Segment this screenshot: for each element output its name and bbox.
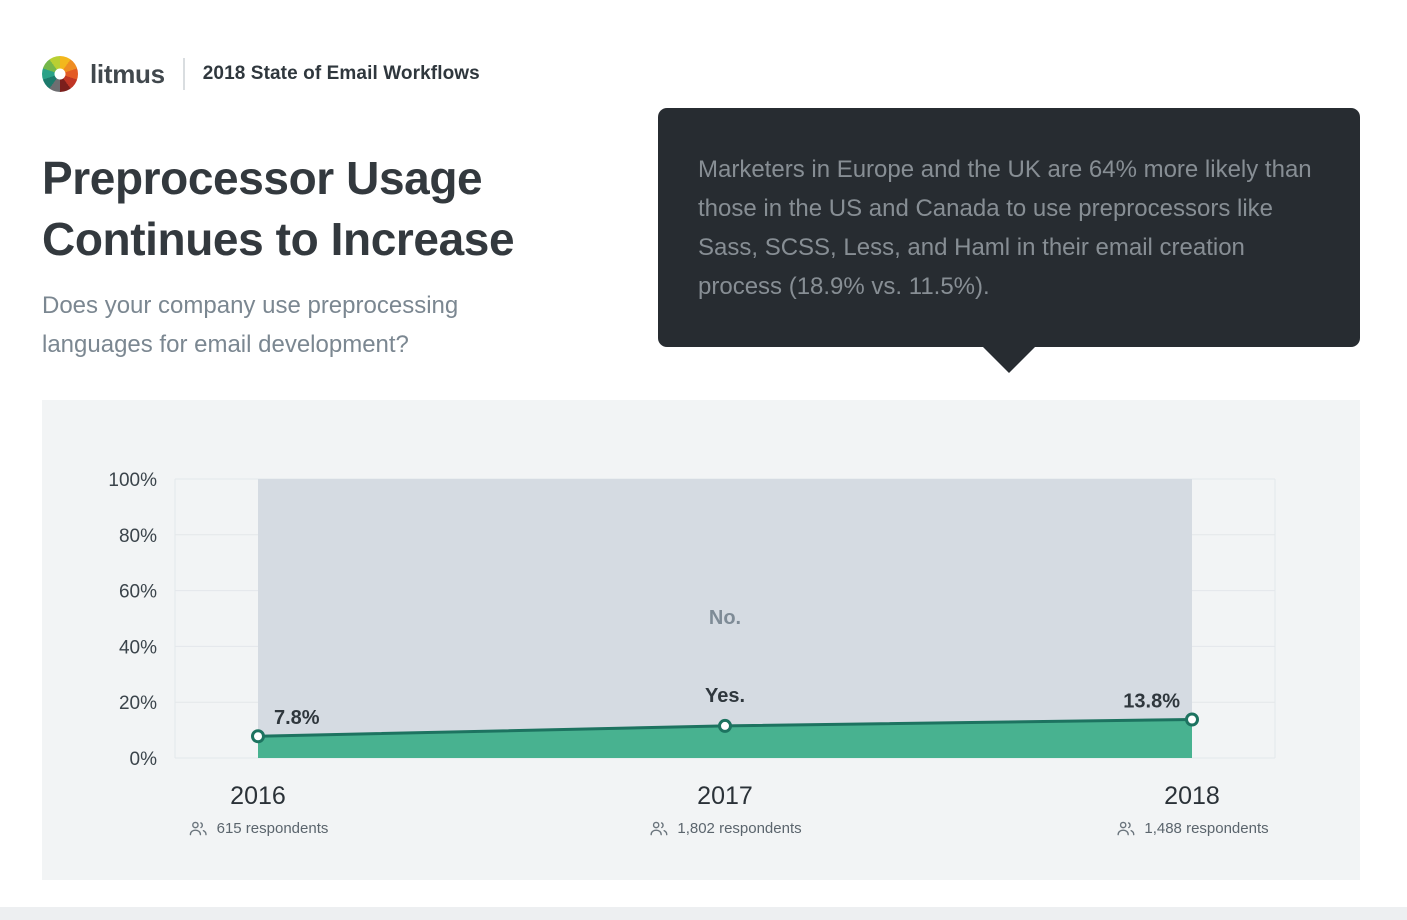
svg-text:0%: 0% — [130, 749, 158, 770]
year-label: 2018 — [1164, 782, 1220, 810]
svg-text:80%: 80% — [119, 526, 157, 547]
people-icon — [1117, 821, 1135, 836]
respondents-2017: 1,802 respondents — [648, 820, 802, 837]
respondents-label: 615 respondents — [216, 820, 329, 837]
page-subtitle: Does your company use preprocessing lang… — [42, 292, 459, 358]
brand-name: litmus — [90, 58, 165, 89]
year-label: 2016 — [230, 782, 286, 810]
people-icon — [650, 821, 668, 836]
header: litmus 2018 State of Email Workflows — [42, 56, 480, 92]
litmus-logo-icon — [42, 56, 78, 92]
header-divider — [182, 58, 185, 90]
svg-text:60%: 60% — [119, 582, 157, 603]
svg-text:13.8%: 13.8% — [1123, 690, 1180, 712]
x-axis-group-2017: 2017 1,802 respondents — [648, 782, 802, 837]
year-label: 2017 — [697, 782, 753, 810]
callout-tail-icon — [983, 347, 1035, 373]
svg-text:7.8%: 7.8% — [274, 707, 320, 729]
svg-text:No.: No. — [709, 607, 741, 629]
svg-text:20%: 20% — [119, 693, 157, 714]
svg-text:Yes.: Yes. — [705, 685, 745, 707]
respondents-label: 1,488 respondents — [1144, 820, 1269, 837]
chart-panel: 0% 20% 40% 60% 80% 100% 7.8% Yes. 13.8% No. 2016 … — [42, 400, 1360, 880]
svg-text:100%: 100% — [108, 470, 157, 491]
page-title: Preprocessor Usage Continues to Increase — [42, 148, 515, 270]
respondents-2018: 1,488 respondents — [1115, 820, 1269, 837]
x-axis-group-2016: 2016 615 respondents — [188, 782, 329, 837]
footer-strip — [0, 907, 1407, 920]
report-title: 2018 State of Email Workflows — [202, 63, 480, 84]
area-chart: 0% 20% 40% 60% 80% 100% 7.8% Yes. 13.8% No. — [108, 470, 1276, 770]
callout-text: Marketers in Europe and the UK are 64% m… — [698, 156, 1312, 300]
headline: Preprocessor Usage Continues to Increase… — [42, 148, 515, 364]
svg-text:40%: 40% — [119, 637, 157, 658]
x-axis-group-2018: 2018 1,488 respondents — [1115, 782, 1269, 837]
people-icon — [189, 821, 207, 836]
callout-tooltip: Marketers in Europe and the UK are 64% m… — [658, 108, 1360, 373]
page-title-line-2: Continues to Increase — [42, 213, 515, 265]
respondents-label: 1,802 respondents — [677, 820, 802, 837]
respondents-2016: 615 respondents — [188, 820, 329, 837]
page-title-line-1: Preprocessor Usage — [42, 152, 483, 204]
